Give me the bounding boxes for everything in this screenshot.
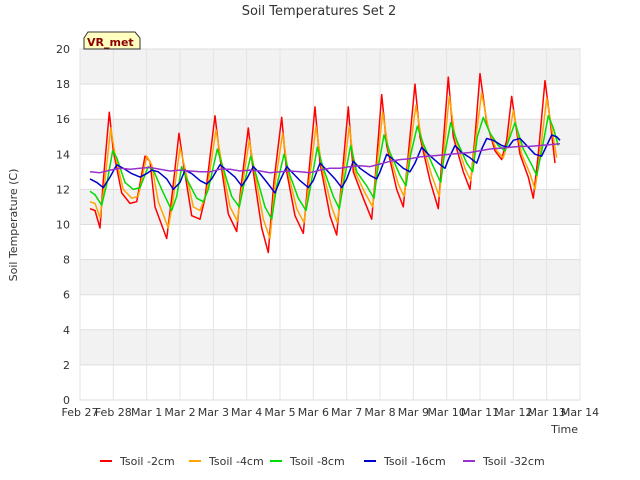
x-tick-label: Mar 2 (164, 406, 195, 419)
series-line-5 (89, 143, 561, 174)
y-tick-label: 8 (63, 254, 70, 267)
x-tick-label: Mar 10 (428, 406, 466, 419)
x-tick-label: Mar 13 (528, 406, 566, 419)
x-tick-label: Mar 1 (131, 406, 162, 419)
y-tick-label: 6 (63, 289, 70, 302)
x-tick-label: Mar 11 (461, 406, 499, 419)
series-lines (89, 72, 561, 254)
series-line-2 (89, 92, 558, 240)
y-tick-label: 2 (63, 359, 70, 372)
x-tick-label: Mar 5 (264, 406, 295, 419)
y-axis-label: Soil Temperature (C) (7, 169, 20, 282)
x-tick-label: Mar 9 (398, 406, 429, 419)
plot-bands (80, 49, 580, 365)
plot-band (80, 189, 580, 225)
y-axis-ticks: 0 2 4 6 8 10 12 14 16 18 20 (56, 43, 70, 407)
station-badge-label: VR_met (87, 36, 134, 49)
x-tick-label: Mar 4 (231, 406, 262, 419)
x-tick-label: Feb 27 (62, 406, 99, 419)
x-tick-label: Feb 28 (95, 406, 132, 419)
x-tick-label: Mar 14 (561, 406, 599, 419)
y-tick-label: 0 (63, 394, 70, 407)
plot-band (80, 259, 580, 295)
y-tick-label: 20 (56, 43, 70, 56)
x-tick-label: Mar 3 (198, 406, 229, 419)
x-tick-label: Mar 7 (331, 406, 362, 419)
legend: Tsoil -2cm Tsoil -4cm Tsoil -8cm Tsoil -16c… (100, 455, 545, 468)
series-line-1 (89, 72, 556, 254)
x-tick-label: Mar 12 (494, 406, 532, 419)
legend-entry: Tsoil -16cm (383, 455, 446, 468)
plot-band (80, 49, 580, 85)
grid-lines (79, 48, 581, 401)
chart-title: Soil Temperatures Set 2 (242, 4, 397, 19)
series-line-3 (89, 114, 560, 220)
y-tick-label: 14 (56, 148, 70, 161)
y-tick-label: 12 (56, 183, 70, 196)
y-tick-label: 4 (63, 324, 70, 337)
y-tick-label: 18 (56, 78, 70, 91)
station-badge: VR_met (83, 31, 141, 50)
x-tick-label: Mar 8 (364, 406, 395, 419)
plot-band (80, 329, 580, 365)
legend-entry: Tsoil -8cm (289, 455, 345, 468)
legend-entry: Tsoil -4cm (208, 455, 264, 468)
y-tick-label: 10 (56, 219, 70, 232)
y-tick-label: 16 (56, 113, 70, 126)
legend-entry: Tsoil -32cm (482, 455, 545, 468)
legend-entry: Tsoil -2cm (119, 455, 175, 468)
series-line-4 (89, 134, 561, 194)
x-axis-label: Time (550, 423, 578, 436)
x-tick-label: Mar 6 (298, 406, 329, 419)
